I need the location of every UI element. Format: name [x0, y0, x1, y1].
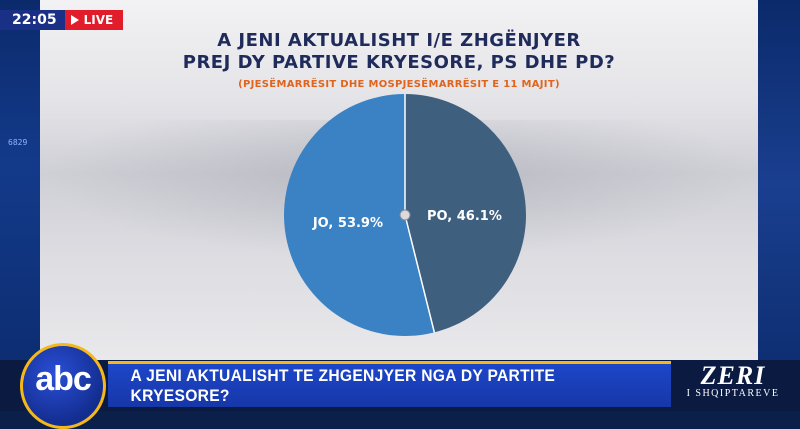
show-logo-title: ZERI — [700, 361, 766, 390]
live-label: LIVE — [83, 13, 114, 27]
chart-title-line-1: A JENI AKTUALISHT I/E ZHGËNJYER — [217, 30, 581, 51]
show-logo: ZERI I SHQIPTAREVE — [678, 362, 788, 408]
ticker-number: 6829 — [8, 138, 28, 147]
slice-divider-bottom — [404, 214, 436, 333]
headline-text: A JENI AKTUALISHT TE ZHGENJYER NGA DY PA… — [130, 365, 556, 405]
ticker-value: 6829 — [0, 10, 40, 421]
play-icon — [70, 15, 79, 25]
headline-bar: A JENI AKTUALISHT TE ZHGENJYER NGA DY PA… — [108, 361, 671, 407]
show-logo-subtitle: I SHQIPTAREVE — [686, 388, 780, 399]
chart-panel: A JENI AKTUALISHT I/E ZHGËNJYER PREJ DY … — [40, 0, 758, 360]
live-badge: 22:05 LIVE — [0, 10, 124, 30]
chart-title: A JENI AKTUALISHT I/E ZHGËNJYER PREJ DY … — [40, 30, 758, 74]
data-label-po: PO, 46.1% — [427, 209, 502, 224]
chart-subtitle: (PJESËMARRËSIT DHE MOSPJESËMARRËSIT E 11… — [238, 79, 560, 90]
abc-logo: abc — [20, 343, 106, 429]
pie-slice-po — [405, 94, 526, 333]
pie-chart: PO, 46.1% JO, 53.9% — [283, 94, 526, 336]
live-indicator: LIVE — [64, 10, 124, 30]
pie-slices — [283, 94, 526, 336]
pie-slice-jo — [283, 94, 435, 336]
chart-title-line-2: PREJ DY PARTIVE KRYESORE, PS DHE PD? — [182, 52, 616, 73]
right-background-panel — [758, 0, 800, 411]
clock-time: 22:05 — [0, 10, 65, 30]
abc-logo-text: abc — [35, 360, 92, 398]
data-label-jo: JO, 53.9% — [312, 216, 383, 231]
pie-center-dot — [399, 209, 411, 221]
left-background-panel — [0, 0, 40, 411]
